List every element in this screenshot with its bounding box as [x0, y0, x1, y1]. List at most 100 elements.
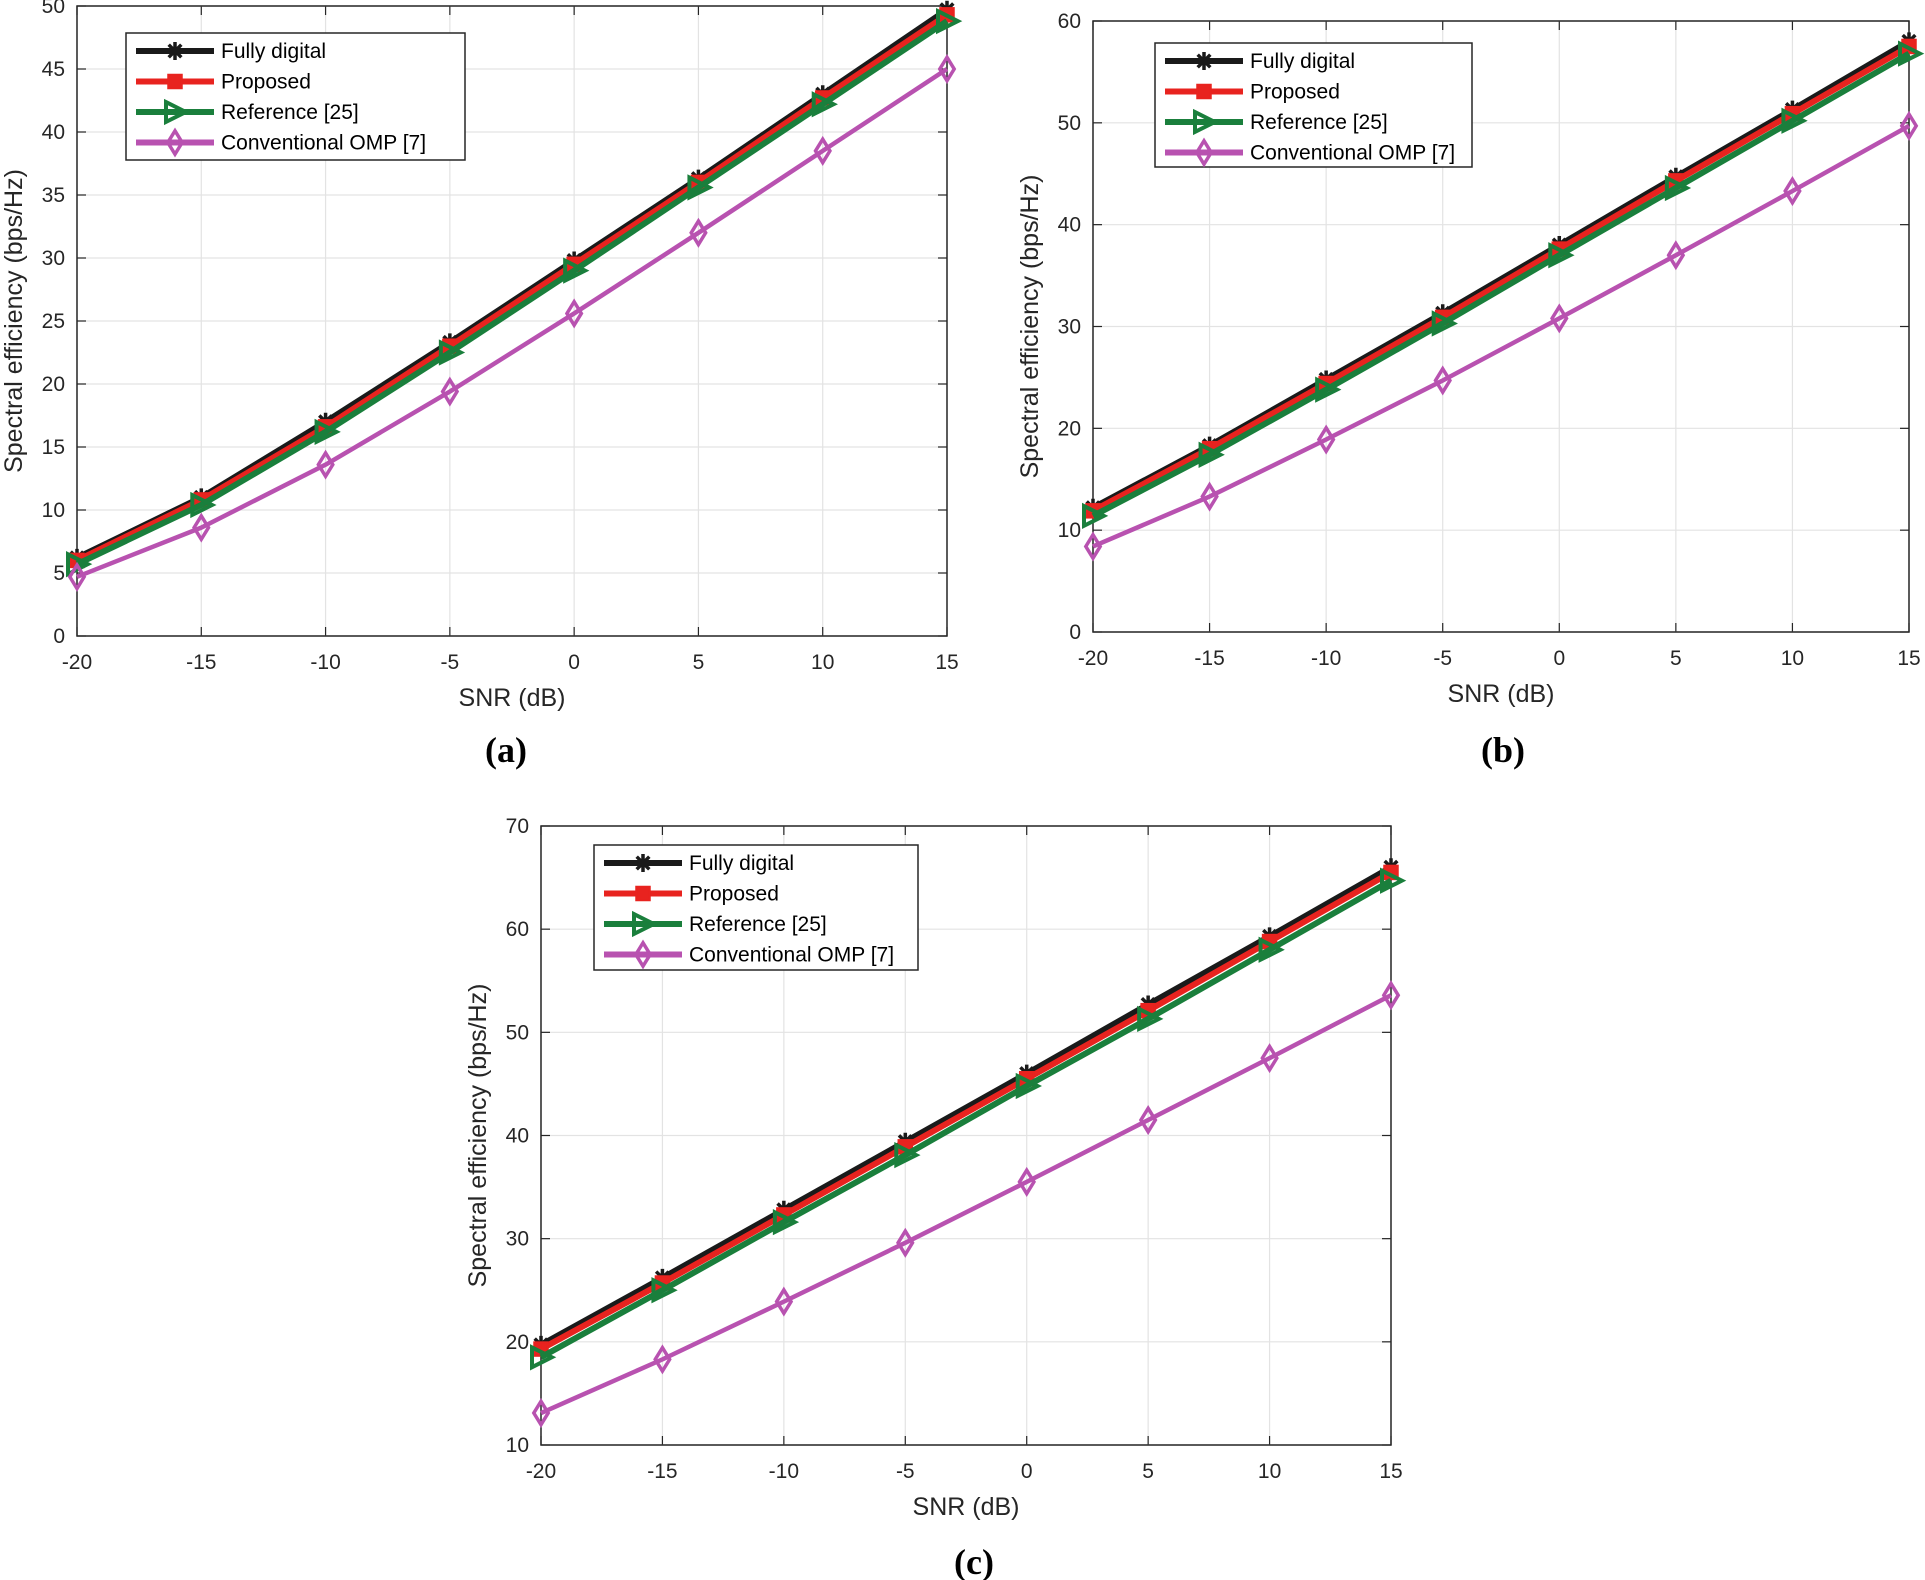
data-point	[530, 1344, 557, 1371]
series-conventional-omp-7-	[531, 980, 1401, 1429]
y-tick-label: 20	[1058, 417, 1081, 440]
data-point	[1198, 441, 1225, 468]
data-point	[531, 1397, 551, 1429]
data-point	[67, 561, 87, 592]
y-tick-label: 10	[42, 499, 65, 522]
data-point	[1380, 867, 1407, 894]
data-point	[440, 376, 460, 407]
legend-asterisk-icon	[635, 854, 651, 872]
data-point	[1260, 1043, 1279, 1074]
x-tick-label: 5	[1142, 1460, 1154, 1483]
x-tick-label: -10	[769, 1460, 799, 1483]
data-point	[1548, 242, 1575, 269]
series-conventional-omp-7-	[1083, 110, 1919, 562]
y-tick-label: 20	[506, 1331, 529, 1354]
data-point	[1138, 1104, 1158, 1136]
x-tick-label: 5	[693, 651, 705, 674]
data-point	[1137, 1005, 1164, 1033]
legend-diamond-icon	[633, 939, 653, 970]
series-reference-25-	[530, 867, 1407, 1371]
x-tick-label: 15	[1897, 647, 1920, 670]
data-point	[1315, 376, 1342, 403]
legend-square-icon	[167, 73, 183, 90]
legend-label: Reference [25]	[689, 913, 827, 936]
data-point	[651, 1277, 678, 1304]
data-point	[1898, 40, 1925, 67]
legend-triangle-right-icon	[632, 910, 659, 938]
plot-frame	[540, 825, 1392, 1446]
legend-diamond-icon	[165, 127, 185, 158]
y-tick-label: 0	[1069, 621, 1081, 644]
series-line	[540, 993, 1393, 1416]
legend: Fully digital Proposed Reference [25] Conve…	[125, 32, 466, 161]
x-tick-label: -10	[1311, 647, 1341, 670]
x-tick-label: -20	[1078, 647, 1108, 670]
data-point	[1666, 240, 1686, 271]
y-tick-label: 30	[506, 1228, 529, 1251]
series-line	[76, 67, 949, 579]
chart-0: -20 -15 -10 -5 0 5 10 15 0 5 10 15 20 25 30 35 40 45 50 SNR…	[0, 0, 963, 770]
x-tick-label: 0	[1553, 647, 1565, 670]
data-point	[896, 1227, 915, 1258]
data-point	[894, 1141, 921, 1169]
chart-2: -20 -15 -10 -5 0 5 10 15 10 20 30 40 50 60 70 SNR (dB) S…	[464, 815, 1407, 1580]
legend-label: Proposed	[221, 71, 311, 94]
series-conventional-omp-7-	[67, 53, 957, 592]
x-tick-label: 15	[1379, 1460, 1402, 1483]
x-axis-label: SNR (dB)	[1448, 680, 1555, 708]
x-tick-label: -20	[526, 1460, 556, 1483]
y-tick-label: 10	[1058, 519, 1081, 542]
data-point	[774, 1286, 794, 1317]
legend-asterisk-icon	[1196, 52, 1212, 70]
series-line	[75, 12, 949, 564]
series-line	[1091, 43, 1911, 514]
data-point	[192, 512, 211, 543]
data-point	[937, 53, 957, 85]
data-point	[438, 339, 466, 366]
legend-triangle-right-icon	[164, 98, 191, 126]
x-tick-label: -5	[896, 1460, 915, 1483]
data-point	[772, 1209, 800, 1236]
data-point	[564, 298, 584, 329]
x-tick-label: -5	[441, 651, 460, 674]
data-point	[1017, 1166, 1036, 1197]
y-tick-label: 35	[42, 184, 65, 207]
legend-label: Fully digital	[689, 852, 794, 875]
data-point	[1550, 303, 1569, 334]
data-point	[190, 491, 217, 519]
y-tick-label: 10	[506, 1434, 529, 1457]
legend-label: Conventional OMP [7]	[221, 132, 426, 155]
y-tick-label: 15	[42, 436, 65, 459]
x-tick-label: -15	[647, 1460, 677, 1483]
series-line	[1091, 50, 1911, 519]
data-point	[689, 217, 708, 248]
x-tick-label: -5	[1433, 647, 1452, 670]
legend-square-icon	[1196, 83, 1212, 100]
y-axis-label: Spectral efficiency (bps/Hz)	[464, 984, 492, 1288]
y-tick-label: 0	[53, 625, 65, 648]
series-line	[1092, 123, 1911, 549]
y-tick-label: 40	[42, 121, 65, 144]
legend: Fully digital Proposed Reference [25] Conve…	[1154, 42, 1473, 168]
x-tick-label: 0	[1021, 1460, 1033, 1483]
legend-label: Conventional OMP [7]	[689, 944, 894, 967]
x-tick-label: -15	[1194, 647, 1224, 670]
series-line	[539, 864, 1393, 1348]
data-point	[1083, 531, 1103, 562]
data-point	[1899, 110, 1919, 141]
legend-label: Proposed	[1250, 81, 1340, 104]
plot-frame	[1092, 20, 1910, 633]
y-tick-label: 60	[1058, 10, 1081, 33]
legend-label: Proposed	[689, 883, 779, 906]
data-point	[316, 449, 335, 480]
y-tick-label: 40	[1058, 214, 1081, 237]
x-tick-label: -10	[310, 651, 340, 674]
series-line	[539, 869, 1393, 1352]
x-tick-label: 5	[1670, 647, 1682, 670]
x-tick-label: -20	[62, 651, 92, 674]
subfigure-caption: (b)	[1481, 730, 1525, 770]
legend-label: Reference [25]	[1250, 111, 1388, 134]
series-line	[75, 18, 949, 567]
data-point	[1664, 174, 1692, 202]
y-tick-label: 25	[42, 310, 65, 333]
